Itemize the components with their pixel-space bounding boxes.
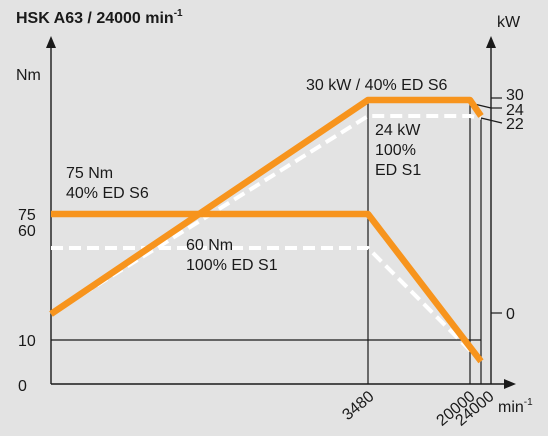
y-left-tick-0: 0 (18, 378, 27, 395)
power-s6-line (49, 96, 484, 317)
annotation-power-s1-line3: ED S1 (375, 162, 421, 179)
y-right-label: kW (497, 14, 521, 31)
y-right-tick-24: 24 (506, 102, 524, 119)
annotation-torque-s6-line2: 40% ED S6 (66, 185, 149, 202)
annotation-torque-s6-line1: 75 Nm (66, 165, 113, 182)
torque-s6-line (51, 210, 484, 364)
guides (51, 97, 503, 384)
x-axis-arrow (504, 379, 516, 389)
series-layer (49, 96, 484, 364)
y-left-label: Nm (16, 67, 41, 84)
x-tick-3480: 3480 (339, 388, 377, 424)
x-axis-label: min-1 (498, 397, 533, 416)
annotation-torque-s1-line1: 60 Nm (186, 237, 233, 254)
y-left-tick-10: 10 (18, 333, 36, 350)
annotation-power-s6: 30 kW / 40% ED S6 (306, 77, 447, 94)
y-right-tick-22: 22 (506, 116, 524, 133)
y-left-tick-60: 60 (18, 223, 36, 240)
y-axis-right-arrow (486, 36, 496, 48)
annotation-power-s1-line2: 100% (375, 142, 416, 159)
torque-s1-line (51, 246, 483, 363)
y-right-tick-0: 0 (506, 306, 515, 323)
y-right-tick-30: 30 (506, 87, 524, 104)
annotation-power-s1-line1: 24 kW (375, 122, 421, 139)
y-axis-left-arrow (46, 36, 56, 48)
power-tick-leader-22 (480, 117, 503, 124)
chart-title: HSK A63 / 24000 min-1 (16, 8, 183, 27)
annotation-torque-s1-line2: 100% ED S1 (186, 257, 278, 274)
y-left-tick-75: 75 (18, 207, 36, 224)
